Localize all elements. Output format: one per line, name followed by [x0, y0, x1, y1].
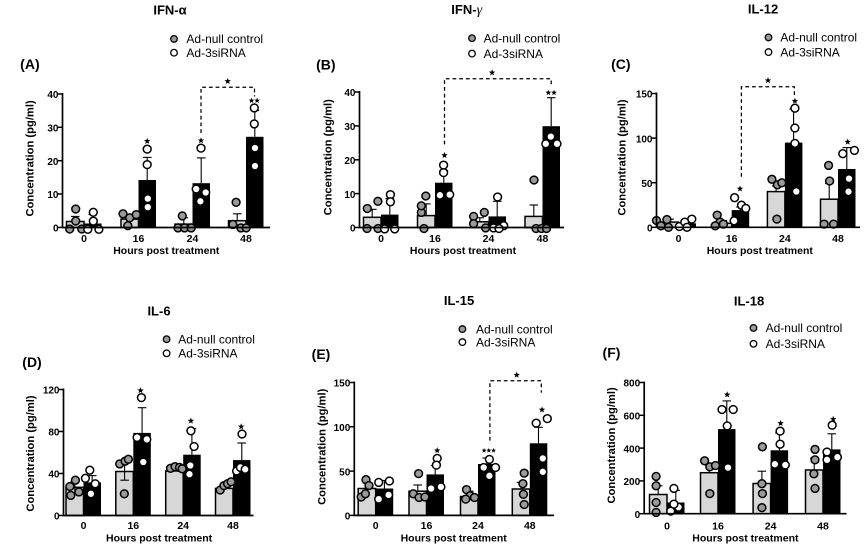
svg-text:24: 24 — [483, 233, 495, 245]
svg-text:0: 0 — [647, 224, 653, 235]
svg-text:16: 16 — [726, 233, 738, 245]
svg-text:Concentration (pg/ml): Concentration (pg/ml) — [25, 100, 37, 216]
svg-text:IFN-α: IFN-α — [153, 3, 186, 18]
svg-text:IFN-γ: IFN-γ — [451, 2, 482, 18]
svg-text:(A): (A) — [20, 56, 39, 72]
svg-text:Ad-3siRNA: Ad-3siRNA — [780, 45, 839, 59]
svg-text:(B): (B) — [316, 56, 335, 72]
svg-text:16: 16 — [421, 520, 433, 532]
svg-text:16: 16 — [127, 520, 139, 532]
svg-text:0: 0 — [635, 510, 641, 521]
svg-text:40: 40 — [48, 470, 60, 481]
svg-text:800: 800 — [624, 379, 641, 390]
svg-text:40: 40 — [344, 88, 356, 99]
svg-text:150: 150 — [334, 379, 351, 390]
svg-text:16: 16 — [133, 233, 145, 245]
svg-text:600: 600 — [624, 412, 641, 423]
svg-text:Concentration (pg/ml): Concentration (pg/ml) — [25, 395, 37, 511]
svg-text:120: 120 — [43, 386, 60, 397]
svg-text:Concentration (pg/ml): Concentration (pg/ml) — [617, 99, 629, 215]
svg-text:Concentration (pg/ml): Concentration (pg/ml) — [317, 388, 329, 504]
svg-text:24: 24 — [177, 520, 189, 532]
svg-text:Ad-null control: Ad-null control — [766, 321, 843, 335]
svg-text:0: 0 — [81, 520, 87, 532]
svg-text:(D): (D) — [22, 354, 41, 370]
svg-text:Hours post treatment: Hours post treatment — [707, 245, 814, 257]
svg-text:Hours post treatment: Hours post treatment — [401, 532, 508, 544]
svg-text:0: 0 — [664, 521, 670, 533]
svg-text:48: 48 — [227, 520, 239, 532]
svg-text:50: 50 — [339, 467, 351, 478]
svg-text:24: 24 — [765, 521, 777, 533]
svg-text:200: 200 — [624, 477, 641, 488]
svg-text:0: 0 — [373, 520, 379, 532]
svg-text:Ad-null control: Ad-null control — [476, 322, 553, 336]
svg-text:IL-18: IL-18 — [734, 294, 764, 309]
svg-text:20: 20 — [344, 156, 356, 167]
svg-text:Ad-null control: Ad-null control — [780, 31, 857, 45]
svg-text:48: 48 — [240, 233, 252, 245]
svg-text:Ad-null control: Ad-null control — [178, 332, 255, 346]
svg-text:Hours post treatment: Hours post treatment — [410, 245, 517, 257]
svg-text:80: 80 — [48, 428, 60, 439]
svg-text:0: 0 — [54, 512, 60, 523]
svg-text:40: 40 — [47, 90, 59, 101]
svg-text:(E): (E) — [312, 346, 331, 362]
svg-text:0: 0 — [53, 224, 59, 235]
svg-text:30: 30 — [344, 122, 356, 133]
svg-text:50: 50 — [641, 179, 653, 190]
svg-text:Ad-3siRNA: Ad-3siRNA — [178, 347, 237, 361]
svg-text:20: 20 — [47, 157, 59, 168]
svg-text:24: 24 — [779, 233, 791, 245]
svg-text:Ad-3siRNA: Ad-3siRNA — [476, 335, 535, 349]
svg-text:0: 0 — [345, 512, 351, 523]
svg-text:IL-6: IL-6 — [147, 304, 170, 319]
svg-text:0: 0 — [81, 233, 87, 245]
svg-text:30: 30 — [47, 124, 59, 135]
svg-text:Ad-null control: Ad-null control — [186, 32, 263, 46]
svg-text:10: 10 — [47, 190, 59, 201]
svg-text:24: 24 — [187, 233, 199, 245]
svg-text:Concentration (pg/ml): Concentration (pg/ml) — [606, 387, 618, 503]
svg-text:48: 48 — [817, 521, 829, 533]
svg-text:100: 100 — [636, 134, 653, 145]
svg-text:48: 48 — [832, 233, 844, 245]
svg-text:0: 0 — [378, 233, 384, 245]
svg-text:0: 0 — [350, 224, 356, 235]
svg-text:Hours post treatment: Hours post treatment — [692, 532, 799, 544]
svg-text:Hours post treatment: Hours post treatment — [106, 532, 213, 544]
svg-text:Ad-null control: Ad-null control — [484, 31, 561, 45]
svg-text:(F): (F) — [603, 345, 621, 361]
svg-text:Ad-3siRNA: Ad-3siRNA — [484, 47, 543, 61]
svg-text:48: 48 — [537, 233, 549, 245]
svg-text:IL-15: IL-15 — [444, 293, 474, 308]
svg-text:Ad-3siRNA: Ad-3siRNA — [186, 46, 245, 60]
svg-text:400: 400 — [624, 444, 641, 455]
svg-text:IL-12: IL-12 — [748, 2, 778, 17]
svg-text:10: 10 — [344, 190, 356, 201]
svg-text:0: 0 — [676, 233, 682, 245]
svg-text:16: 16 — [429, 233, 441, 245]
svg-text:24: 24 — [472, 520, 484, 532]
svg-text:Concentration (pg/ml): Concentration (pg/ml) — [323, 99, 335, 215]
svg-text:16: 16 — [712, 521, 724, 533]
svg-text:48: 48 — [524, 520, 536, 532]
svg-text:(C): (C) — [611, 56, 630, 72]
svg-text:100: 100 — [334, 423, 351, 434]
svg-text:Ad-3siRNA: Ad-3siRNA — [766, 337, 825, 351]
svg-text:Hours post treatment: Hours post treatment — [113, 245, 220, 257]
svg-text:150: 150 — [636, 90, 653, 101]
